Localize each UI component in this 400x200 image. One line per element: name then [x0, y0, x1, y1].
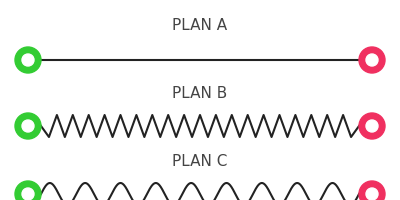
Circle shape	[359, 113, 385, 139]
Text: PLAN C: PLAN C	[172, 154, 228, 170]
Circle shape	[22, 54, 34, 66]
Circle shape	[359, 47, 385, 73]
Circle shape	[366, 120, 378, 132]
Circle shape	[15, 47, 41, 73]
Circle shape	[15, 181, 41, 200]
Text: PLAN A: PLAN A	[172, 19, 228, 33]
Circle shape	[366, 188, 378, 200]
Circle shape	[366, 54, 378, 66]
Text: PLAN B: PLAN B	[172, 86, 228, 102]
Circle shape	[22, 120, 34, 132]
Circle shape	[15, 113, 41, 139]
Circle shape	[359, 181, 385, 200]
Circle shape	[22, 188, 34, 200]
